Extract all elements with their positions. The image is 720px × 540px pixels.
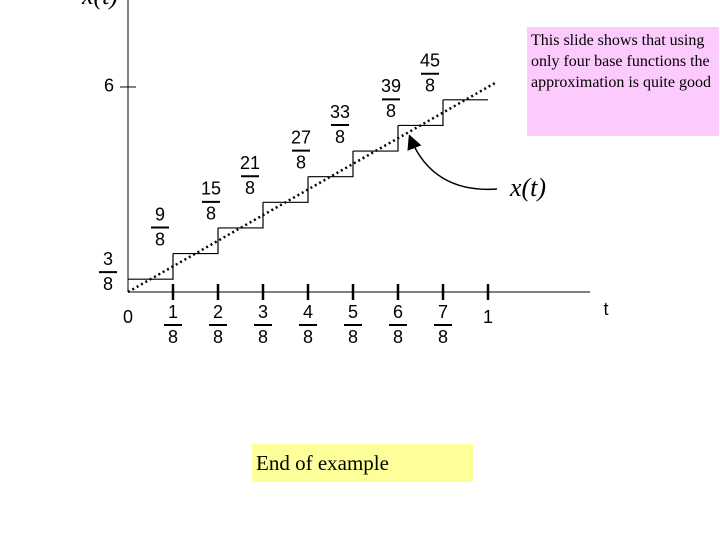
step <box>353 125 399 152</box>
x-tick-label-den: 8 <box>303 327 313 347</box>
x-tick-label-den: 8 <box>213 327 223 347</box>
note: This slide shows that using only four ba… <box>527 27 719 136</box>
x-tick-label-den: 8 <box>393 327 403 347</box>
x-tick-label-den: 8 <box>348 327 358 347</box>
step-label-num: 9 <box>155 204 165 224</box>
step-label-num: 3 <box>103 249 113 269</box>
x-tick-label-num: 3 <box>258 302 268 322</box>
x-tick-label: 1 <box>483 307 493 327</box>
x-tick-label-den: 8 <box>168 327 178 347</box>
step-label-num: 27 <box>291 127 311 147</box>
step-label-num: 39 <box>381 76 401 96</box>
step <box>308 151 354 178</box>
x-tick-label: 0 <box>123 307 133 327</box>
step-label-num: 45 <box>420 51 440 71</box>
step-label-den: 8 <box>386 101 396 121</box>
step-label-den: 8 <box>425 76 435 96</box>
x-tick-label-num: 5 <box>348 302 358 322</box>
step-label-den: 8 <box>103 274 113 294</box>
step <box>173 227 219 255</box>
curve-label: x(t) <box>509 173 546 202</box>
y-tick-label: 6 <box>104 76 114 96</box>
step-label-num: 21 <box>240 153 260 173</box>
x-tick-label-num: 7 <box>438 302 448 322</box>
step-label-den: 8 <box>206 204 216 224</box>
step <box>218 202 264 229</box>
x-tick-label-num: 4 <box>303 302 313 322</box>
step <box>398 99 444 127</box>
step-label-den: 8 <box>245 178 255 198</box>
x-axis-label: t <box>603 299 608 319</box>
x-tick-label-den: 8 <box>438 327 448 347</box>
function-line <box>127 81 496 294</box>
x-tick-label-num: 2 <box>213 302 223 322</box>
x-tick-label-num: 1 <box>168 302 178 322</box>
x-tick-label-den: 8 <box>258 327 268 347</box>
y-axis-label: x(t) <box>81 0 118 10</box>
step <box>263 176 309 203</box>
step-label-den: 8 <box>335 127 345 147</box>
footer: End of example <box>252 444 473 482</box>
arrow <box>407 134 498 191</box>
step-label-num: 15 <box>201 179 221 199</box>
step-label-num: 33 <box>330 102 350 122</box>
x-tick-label-num: 6 <box>393 302 403 322</box>
step <box>128 253 174 280</box>
step-label-den: 8 <box>296 152 306 172</box>
step-label-den: 8 <box>155 229 165 249</box>
